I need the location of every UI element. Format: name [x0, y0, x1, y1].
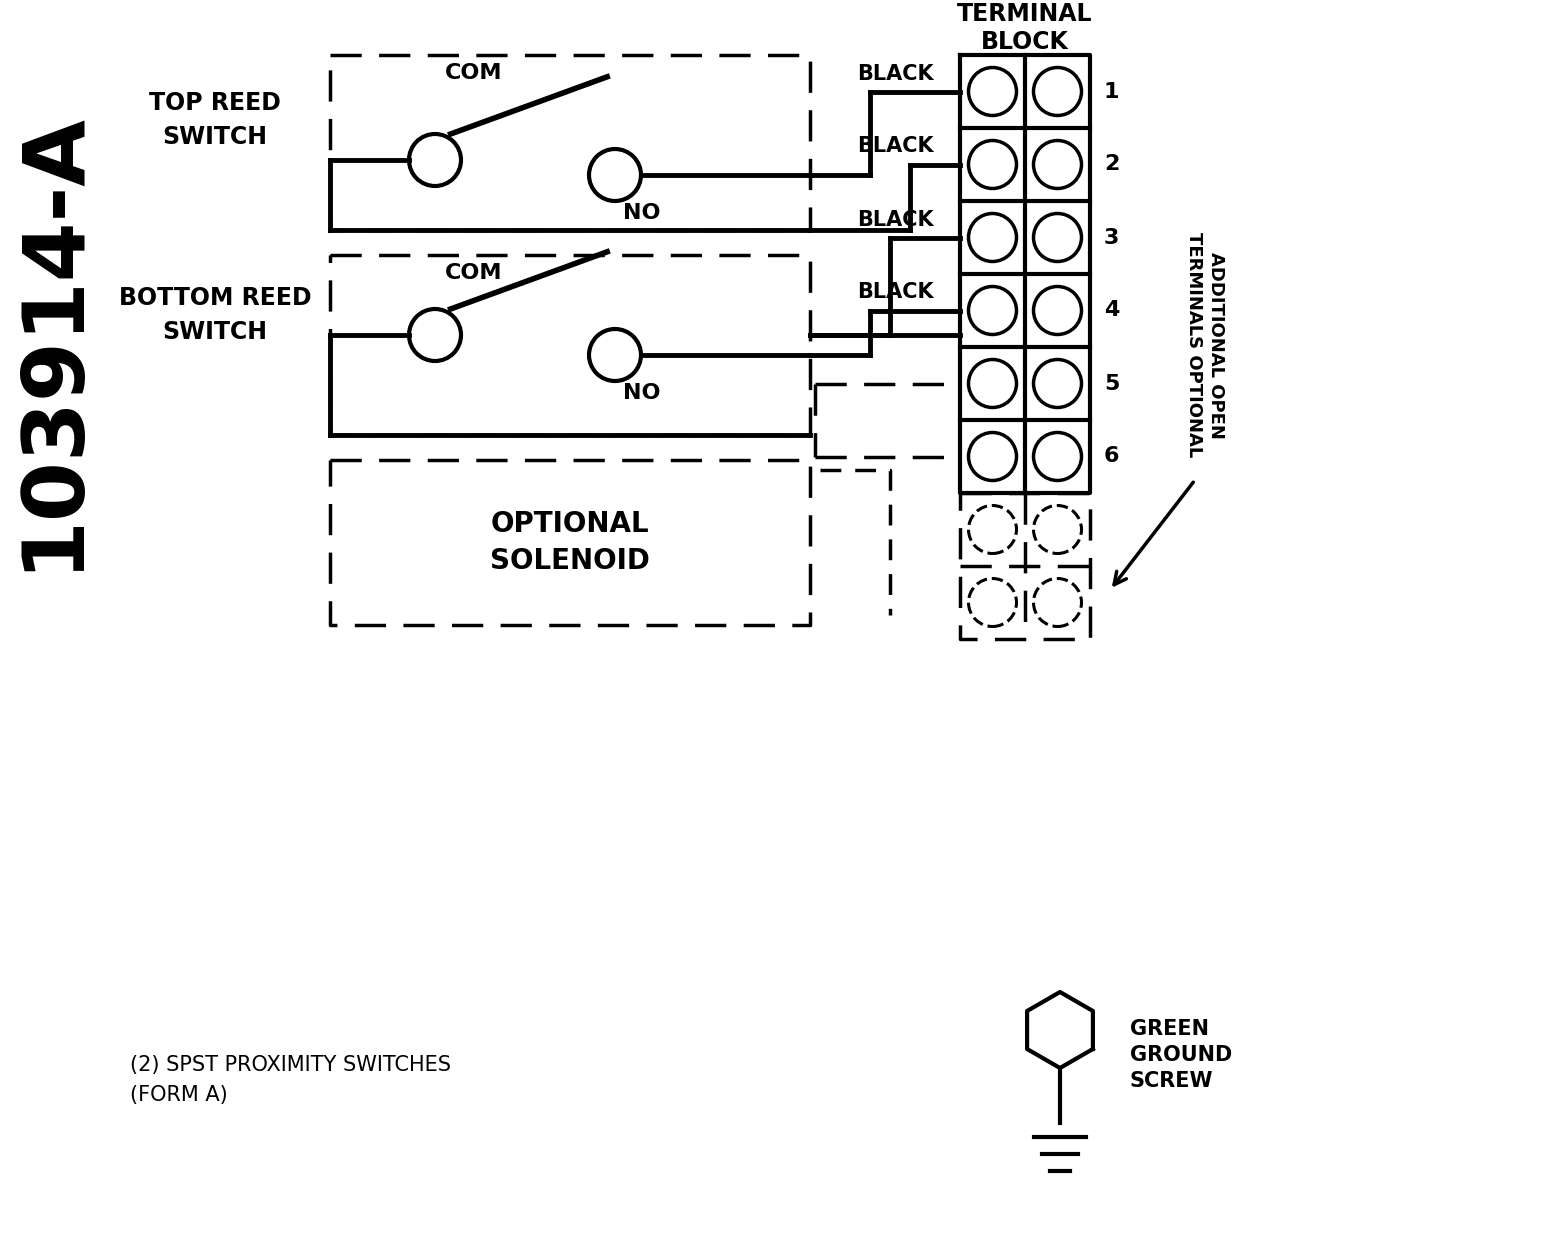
Text: OPTIONAL
SOLENOID: OPTIONAL SOLENOID — [490, 510, 650, 575]
Text: NO: NO — [624, 383, 661, 403]
Text: 3: 3 — [1104, 228, 1119, 248]
Text: TERMINAL
BLOCK: TERMINAL BLOCK — [957, 3, 1093, 54]
Text: NO: NO — [624, 203, 661, 223]
Text: BLACK: BLACK — [857, 209, 934, 229]
Text: 103914-A: 103914-A — [11, 109, 94, 571]
Text: (2) SPST PROXIMITY SWITCHES
(FORM A): (2) SPST PROXIMITY SWITCHES (FORM A) — [129, 1055, 451, 1104]
Text: COM: COM — [444, 263, 502, 283]
Text: BLACK: BLACK — [857, 64, 934, 84]
Text: BLACK: BLACK — [857, 283, 934, 303]
Text: COM: COM — [444, 63, 502, 83]
Text: 6: 6 — [1104, 447, 1119, 467]
Text: 4: 4 — [1104, 300, 1119, 321]
Text: 1: 1 — [1104, 81, 1119, 101]
Text: 5: 5 — [1104, 373, 1119, 393]
Text: GREEN
GROUND
SCREW: GREEN GROUND SCREW — [1130, 1019, 1232, 1092]
Text: BOTTOM REED
SWITCH: BOTTOM REED SWITCH — [118, 287, 312, 344]
Text: TOP REED
SWITCH: TOP REED SWITCH — [150, 91, 281, 149]
Text: ADDITIONAL OPEN
TERMINALS OPTIONAL: ADDITIONAL OPEN TERMINALS OPTIONAL — [1185, 233, 1225, 458]
Text: BLACK: BLACK — [857, 136, 934, 156]
Text: 2: 2 — [1104, 154, 1119, 174]
